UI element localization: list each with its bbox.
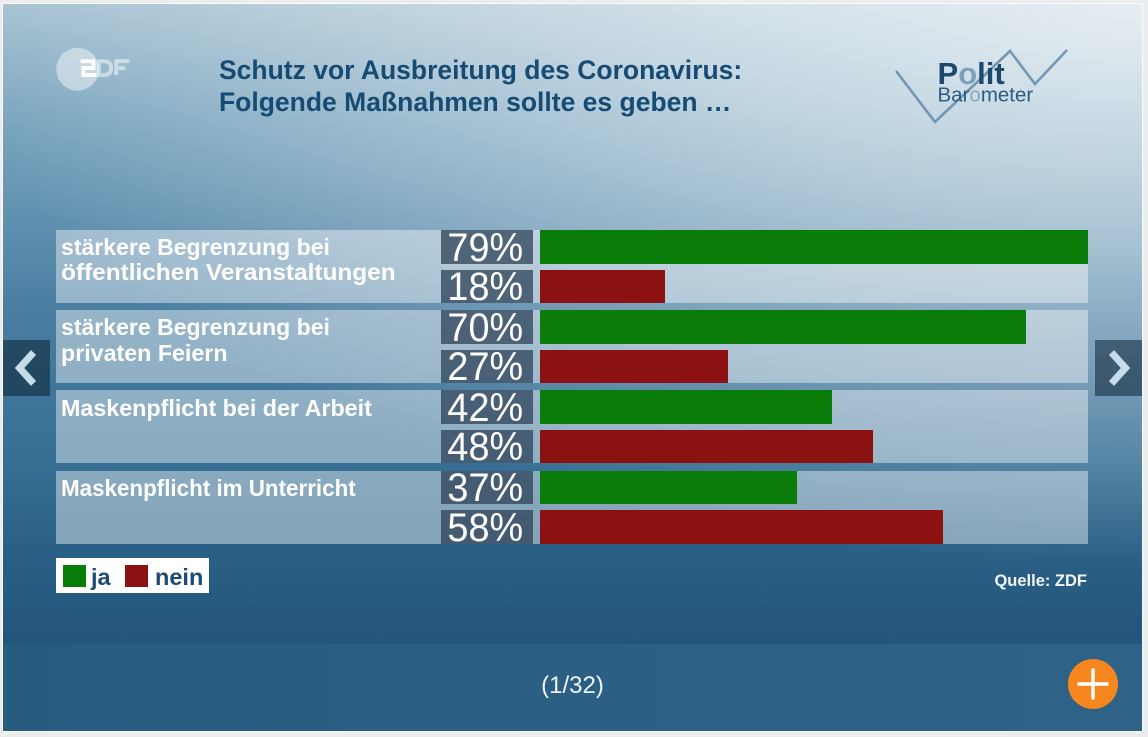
svg-text:Polit: Polit [938,56,1005,91]
svg-text:Barometer: Barometer [938,84,1034,107]
